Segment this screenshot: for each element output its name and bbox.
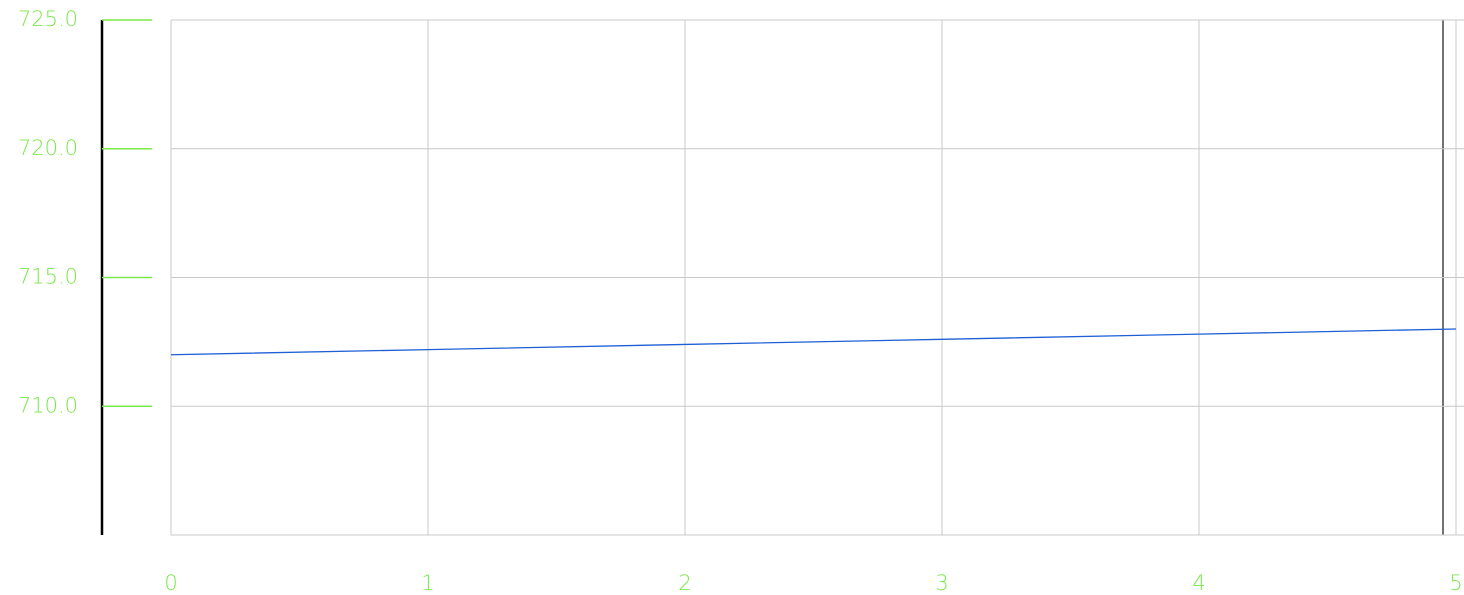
- data-line: [170, 328, 1457, 356]
- x-tick-label: 3: [935, 571, 948, 595]
- x-tick-label: 1: [421, 571, 434, 595]
- x-tick-label: 2: [678, 571, 691, 595]
- x-tick-label: 5: [1449, 571, 1462, 595]
- y-tick-label: 710.0: [18, 393, 78, 417]
- y-tick-label: 720.0: [18, 136, 78, 160]
- x-tick-label: 4: [1192, 571, 1205, 595]
- y-tick-label: 715.0: [18, 265, 78, 289]
- y-tick-label: 725.0: [18, 7, 78, 31]
- x-tick-label: 0: [164, 571, 177, 595]
